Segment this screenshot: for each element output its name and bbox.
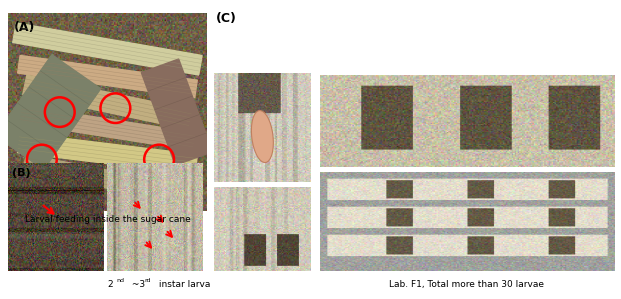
Polygon shape xyxy=(23,75,192,129)
Polygon shape xyxy=(0,55,101,170)
Text: rd: rd xyxy=(145,278,151,283)
Polygon shape xyxy=(13,23,202,75)
Polygon shape xyxy=(23,155,192,204)
Polygon shape xyxy=(17,133,197,174)
Polygon shape xyxy=(17,55,197,98)
Text: (B): (B) xyxy=(12,168,30,178)
Text: ~3: ~3 xyxy=(129,280,145,289)
Text: (C): (C) xyxy=(216,12,237,25)
Text: Larval feeding inside the sugar cane: Larval feeding inside the sugar cane xyxy=(25,215,190,224)
Text: Lab. F1, Total more than 30 larvae: Lab. F1, Total more than 30 larvae xyxy=(389,280,545,289)
Ellipse shape xyxy=(252,111,273,163)
Text: 2: 2 xyxy=(107,280,113,289)
Text: instar larva: instar larva xyxy=(156,280,211,289)
Polygon shape xyxy=(142,59,212,165)
Text: nd: nd xyxy=(116,278,124,283)
Polygon shape xyxy=(20,106,195,150)
Text: (A): (A) xyxy=(14,21,35,34)
